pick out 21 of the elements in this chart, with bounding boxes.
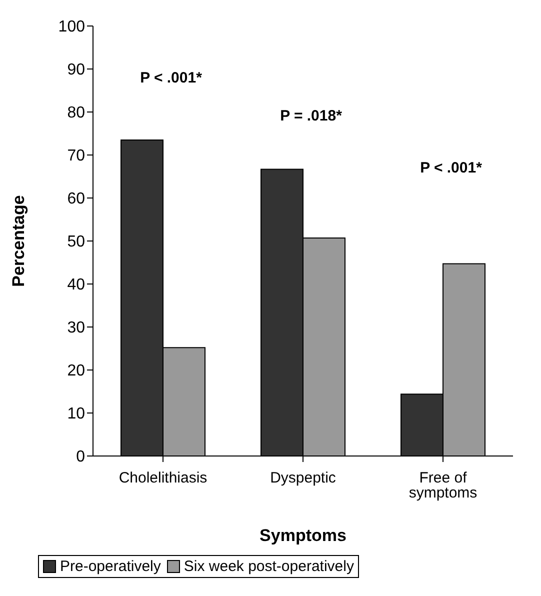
annotation: P = .018*: [280, 108, 342, 124]
annotation: P < .001*: [420, 160, 482, 176]
y-tick-label: 70: [67, 148, 86, 165]
y-tick-label: 100: [58, 18, 86, 36]
y-tick-label: 50: [67, 234, 86, 251]
y-tick-label: 10: [67, 406, 86, 423]
y-tick-label: 60: [67, 190, 86, 208]
x-tick-label: Free of symptoms: [408, 470, 478, 502]
annotation: P < .001*: [140, 70, 202, 86]
y-tick-label: 90: [67, 62, 86, 79]
legend-label: Pre-operatively: [59, 558, 161, 575]
y-tick-label: 0: [76, 448, 86, 466]
x-tick-label: Dyspeptic: [270, 470, 336, 487]
y-tick-label: 40: [67, 276, 86, 294]
x-tick-label: Cholelithiasis: [118, 470, 208, 487]
y-axis-title: Percentage: [9, 195, 28, 287]
legend-label: Six week post-operatively: [182, 558, 354, 575]
x-axis-title: Symptoms: [260, 526, 346, 545]
y-tick-label: 20: [67, 362, 86, 380]
y-tick-label: 30: [67, 320, 86, 337]
y-tick-label: 80: [67, 104, 86, 122]
